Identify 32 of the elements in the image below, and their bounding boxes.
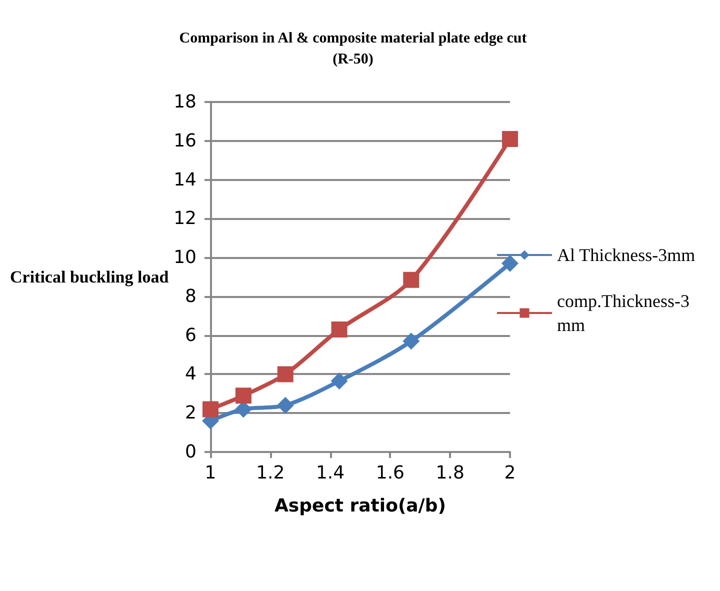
- y-tick-label: 4: [185, 364, 196, 385]
- x-tick-label: 1.2: [256, 462, 285, 484]
- point: [331, 322, 348, 338]
- point: [202, 401, 218, 418]
- y-tick-label: 6: [185, 324, 196, 346]
- x-tick-label: 1.6: [376, 462, 405, 484]
- y-tick-label: 8: [185, 286, 196, 307]
- y-tick-label: 0: [185, 442, 196, 462]
- y-tick-label: 2: [185, 402, 196, 424]
- legend-label: Al Thickness-3mm: [557, 245, 696, 265]
- x-tick-label: 1.8: [436, 462, 464, 484]
- y-tick-label: 16: [174, 130, 196, 152]
- chart-title: Comparison in Al & composite material plate edge cut: [179, 30, 527, 46]
- point: [330, 372, 348, 390]
- point: [403, 272, 420, 288]
- point: [402, 332, 420, 350]
- legend-label: comp.Thickness-3mm: [557, 291, 690, 335]
- x-tick-label: 2: [504, 462, 516, 484]
- chart-subtitle: (R-50): [332, 52, 374, 68]
- point: [502, 130, 518, 147]
- x-tick-label: 1: [204, 462, 216, 484]
- y-axis-title: Critical buckling load: [10, 268, 170, 286]
- x-tick-label: 1.4: [316, 462, 345, 484]
- point: [502, 254, 518, 272]
- point: [235, 388, 252, 404]
- point: [277, 366, 294, 382]
- x-axis-title: Aspect ratio(a/b): [274, 496, 446, 516]
- y-tick-label: 10: [174, 247, 196, 268]
- y-tick-label: 14: [174, 169, 196, 190]
- y-tick-label: 12: [174, 208, 196, 230]
- y-tick-label: 18: [174, 92, 196, 112]
- point: [276, 396, 294, 414]
